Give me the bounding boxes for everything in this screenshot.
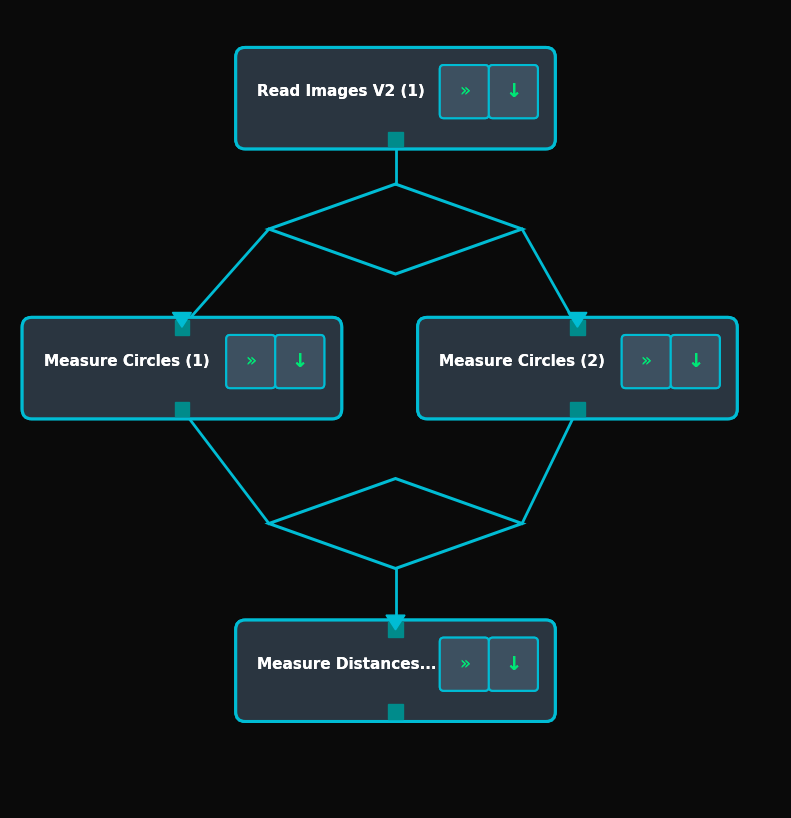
Polygon shape: [388, 622, 403, 637]
FancyBboxPatch shape: [489, 638, 538, 690]
FancyBboxPatch shape: [489, 65, 538, 119]
Polygon shape: [570, 402, 585, 416]
FancyBboxPatch shape: [236, 620, 555, 721]
FancyBboxPatch shape: [489, 638, 538, 690]
Polygon shape: [568, 312, 587, 327]
Polygon shape: [175, 402, 189, 416]
FancyBboxPatch shape: [226, 335, 275, 388]
Text: Measure Distances...: Measure Distances...: [257, 657, 437, 672]
FancyBboxPatch shape: [489, 65, 538, 119]
Text: Measure Circles (1): Measure Circles (1): [44, 354, 209, 369]
Text: ↓: ↓: [292, 352, 308, 371]
FancyBboxPatch shape: [236, 620, 555, 721]
Polygon shape: [175, 320, 189, 335]
Text: ↓: ↓: [292, 352, 308, 371]
Text: »: »: [459, 655, 470, 673]
Text: »: »: [459, 83, 470, 101]
FancyBboxPatch shape: [418, 317, 737, 419]
FancyBboxPatch shape: [440, 65, 489, 119]
Text: ↓: ↓: [505, 82, 521, 101]
Text: Measure Circles (2): Measure Circles (2): [439, 354, 605, 369]
FancyBboxPatch shape: [22, 317, 342, 419]
FancyBboxPatch shape: [622, 335, 671, 388]
FancyBboxPatch shape: [440, 638, 489, 690]
FancyBboxPatch shape: [440, 65, 489, 119]
FancyBboxPatch shape: [440, 638, 489, 690]
Text: ↓: ↓: [505, 82, 521, 101]
FancyBboxPatch shape: [236, 47, 555, 149]
Text: »: »: [459, 655, 470, 673]
Text: Measure Circles (2): Measure Circles (2): [439, 354, 605, 369]
FancyBboxPatch shape: [226, 335, 275, 388]
Text: »: »: [641, 353, 652, 371]
Polygon shape: [388, 704, 403, 719]
FancyBboxPatch shape: [671, 335, 720, 388]
Polygon shape: [269, 184, 522, 274]
Text: Read Images V2 (1): Read Images V2 (1): [257, 84, 425, 99]
Text: »: »: [245, 353, 256, 371]
FancyBboxPatch shape: [622, 335, 671, 388]
Text: ↓: ↓: [505, 654, 521, 674]
FancyBboxPatch shape: [418, 317, 737, 419]
Polygon shape: [570, 320, 585, 335]
FancyBboxPatch shape: [671, 335, 720, 388]
FancyBboxPatch shape: [275, 335, 324, 388]
Text: »: »: [641, 353, 652, 371]
Polygon shape: [386, 615, 405, 630]
Text: Read Images V2 (1): Read Images V2 (1): [257, 84, 425, 99]
Polygon shape: [172, 312, 191, 327]
Text: Measure Circles (1): Measure Circles (1): [44, 354, 209, 369]
Polygon shape: [269, 479, 522, 569]
Text: ↓: ↓: [687, 352, 703, 371]
Text: »: »: [245, 353, 256, 371]
Polygon shape: [388, 132, 403, 146]
FancyBboxPatch shape: [22, 317, 342, 419]
Text: »: »: [459, 83, 470, 101]
Text: Measure Distances...: Measure Distances...: [257, 657, 437, 672]
Text: ↓: ↓: [505, 654, 521, 674]
Text: ↓: ↓: [687, 352, 703, 371]
FancyBboxPatch shape: [236, 47, 555, 149]
FancyBboxPatch shape: [275, 335, 324, 388]
